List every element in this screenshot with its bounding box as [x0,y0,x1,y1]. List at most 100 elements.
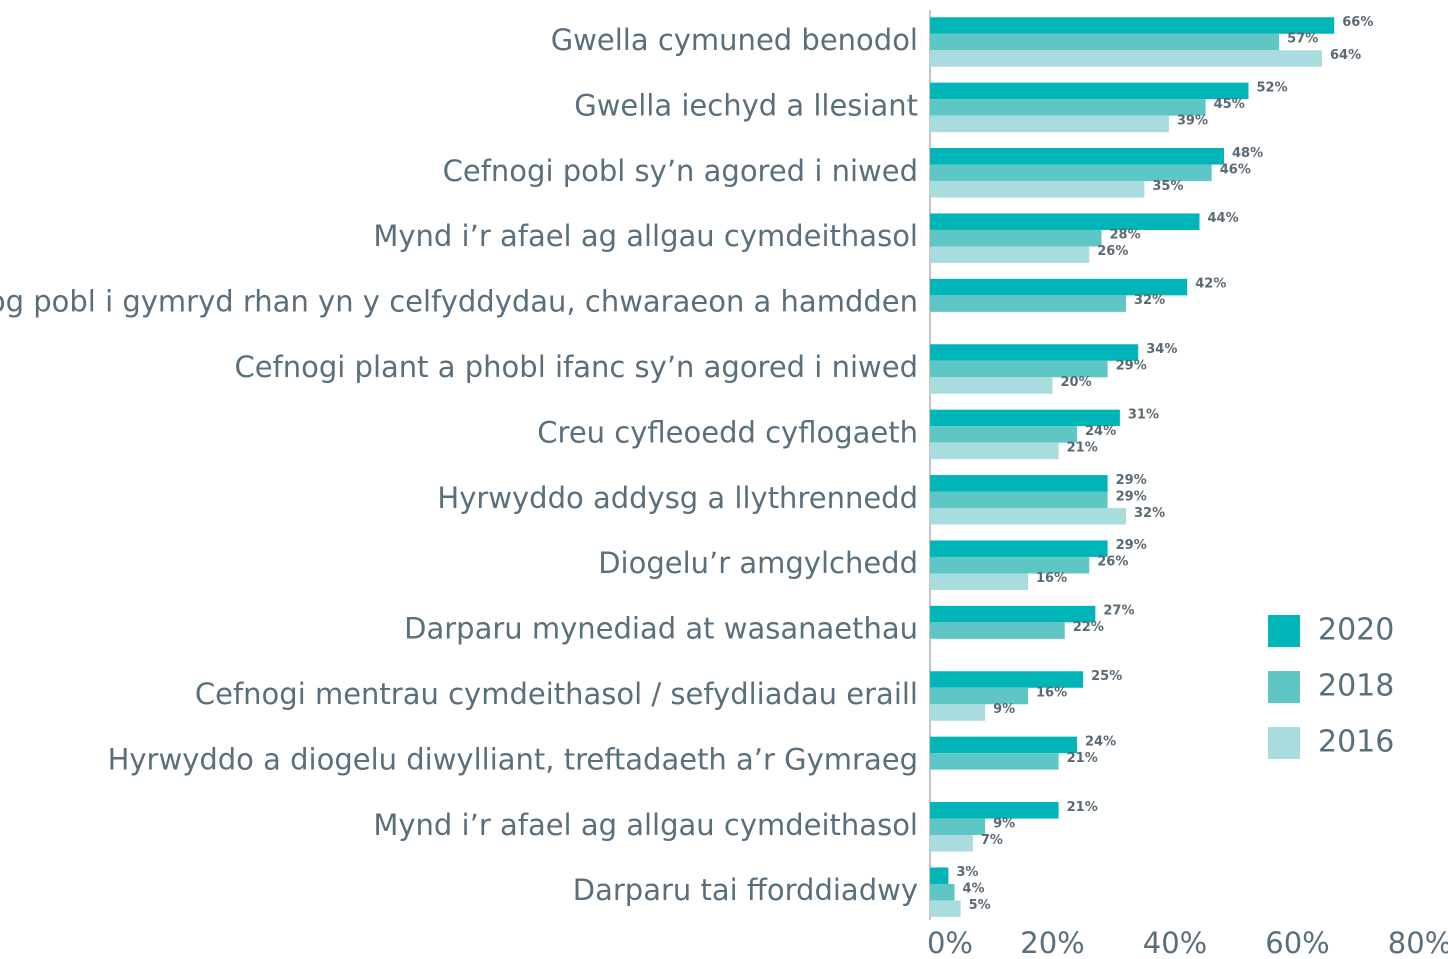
value-label: 25% [1091,669,1122,684]
x-tick-label: 40% [1143,926,1207,959]
value-label: 24% [1085,734,1116,749]
value-label: 21% [1067,800,1098,815]
value-label: 7% [981,833,1003,848]
category-label: Hyrwyddo a diogelu diwylliant, treftadae… [108,742,918,776]
bar [930,883,955,901]
value-label: 34% [1146,342,1177,357]
value-label: 28% [1110,228,1141,243]
category-label: Cefnogi plant a phobl ifanc sy’n agored … [234,350,918,384]
bar [930,344,1139,361]
bar [930,573,1028,590]
value-label: 3% [956,865,978,880]
value-label: 29% [1116,359,1147,374]
bar [930,360,1108,378]
category-label: Gwella cymuned benodol [551,23,918,57]
bar [930,229,1102,247]
bar [930,867,949,884]
x-tick-label: 60% [1265,926,1329,959]
bar [930,818,986,836]
bar [930,442,1059,460]
value-label: 29% [1116,538,1147,553]
bar [930,622,1065,639]
bar [930,605,1096,623]
category-label: Gwella iechyd a llesiant [574,88,918,122]
category-label: Mynd i’r afael ag allgau cymdeithasol [373,808,918,842]
value-label: 32% [1134,293,1165,308]
legend-swatch [1268,615,1300,647]
bar [930,736,1077,754]
value-label: 4% [963,882,985,897]
value-label: 9% [993,702,1015,717]
value-label: 27% [1103,604,1134,619]
legend-label: 2016 [1318,725,1394,760]
x-tick-label: 0% [927,926,973,959]
bar [930,491,1108,509]
category-label: Cefnogi pobl sy’n agored i niwed [443,154,918,188]
x-tick-label: 20% [1020,926,1084,959]
value-label: 29% [1116,473,1147,488]
value-label: 21% [1067,440,1098,455]
bar [930,426,1077,443]
value-label: 42% [1195,277,1226,292]
bar [930,99,1206,116]
bar [930,475,1108,492]
value-label: 22% [1073,620,1104,635]
bar [930,753,1059,770]
bar [930,704,986,721]
bar [930,164,1212,182]
bar [930,181,1145,198]
category-label: Annog pobl i gymryd rhan yn y celfyddyda… [0,285,918,319]
bar [930,246,1090,263]
value-label: 21% [1067,751,1098,766]
category-label: Diogelu’r amgylchedd [598,546,918,580]
bar [930,213,1200,230]
bar [930,508,1126,525]
value-label: 45% [1214,97,1245,112]
value-label: 26% [1097,244,1128,259]
value-label: 64% [1330,48,1361,63]
value-label: 66% [1342,15,1373,30]
category-label: Creu cyfleoedd cyflogaeth [537,415,918,449]
value-label: 57% [1287,32,1318,47]
bar [930,409,1120,427]
value-label: 16% [1036,571,1067,586]
value-label: 39% [1177,113,1208,128]
bar [930,687,1028,705]
bar [930,540,1108,557]
bar [930,82,1249,100]
value-label: 32% [1134,506,1165,521]
bar [930,377,1053,394]
legend-label: 2020 [1318,613,1394,648]
legend-swatch [1268,671,1300,703]
bar [930,556,1090,574]
category-label: Darparu tai fforddiadwy [573,873,918,907]
category-label: Hyrwyddo addysg a llythrennedd [437,481,918,515]
x-tick-label: 80% [1388,926,1448,959]
legend-label: 2018 [1318,669,1394,704]
value-label: 5% [969,898,991,913]
bar [930,33,1280,51]
bar [930,17,1335,34]
bar [930,278,1188,296]
category-label: Cefnogi mentrau cymdeithasol / sefydliad… [195,677,918,711]
bar [930,671,1084,688]
value-label: 16% [1036,686,1067,701]
value-label: 26% [1097,555,1128,570]
category-label: Mynd i’r afael ag allgau cymdeithasol [373,219,918,253]
bar [930,900,961,917]
value-label: 31% [1128,407,1159,422]
value-label: 52% [1257,80,1288,95]
bar [930,50,1322,67]
bar [930,802,1059,819]
legend-swatch [1268,727,1300,759]
value-label: 20% [1061,375,1092,390]
category-label: Darparu mynediad at wasanaethau [404,612,918,646]
bar [930,295,1126,312]
value-label: 35% [1152,179,1183,194]
value-label: 48% [1232,146,1263,161]
value-label: 29% [1116,489,1147,504]
bar [930,835,973,852]
value-label: 44% [1208,211,1239,226]
bar [930,115,1169,133]
